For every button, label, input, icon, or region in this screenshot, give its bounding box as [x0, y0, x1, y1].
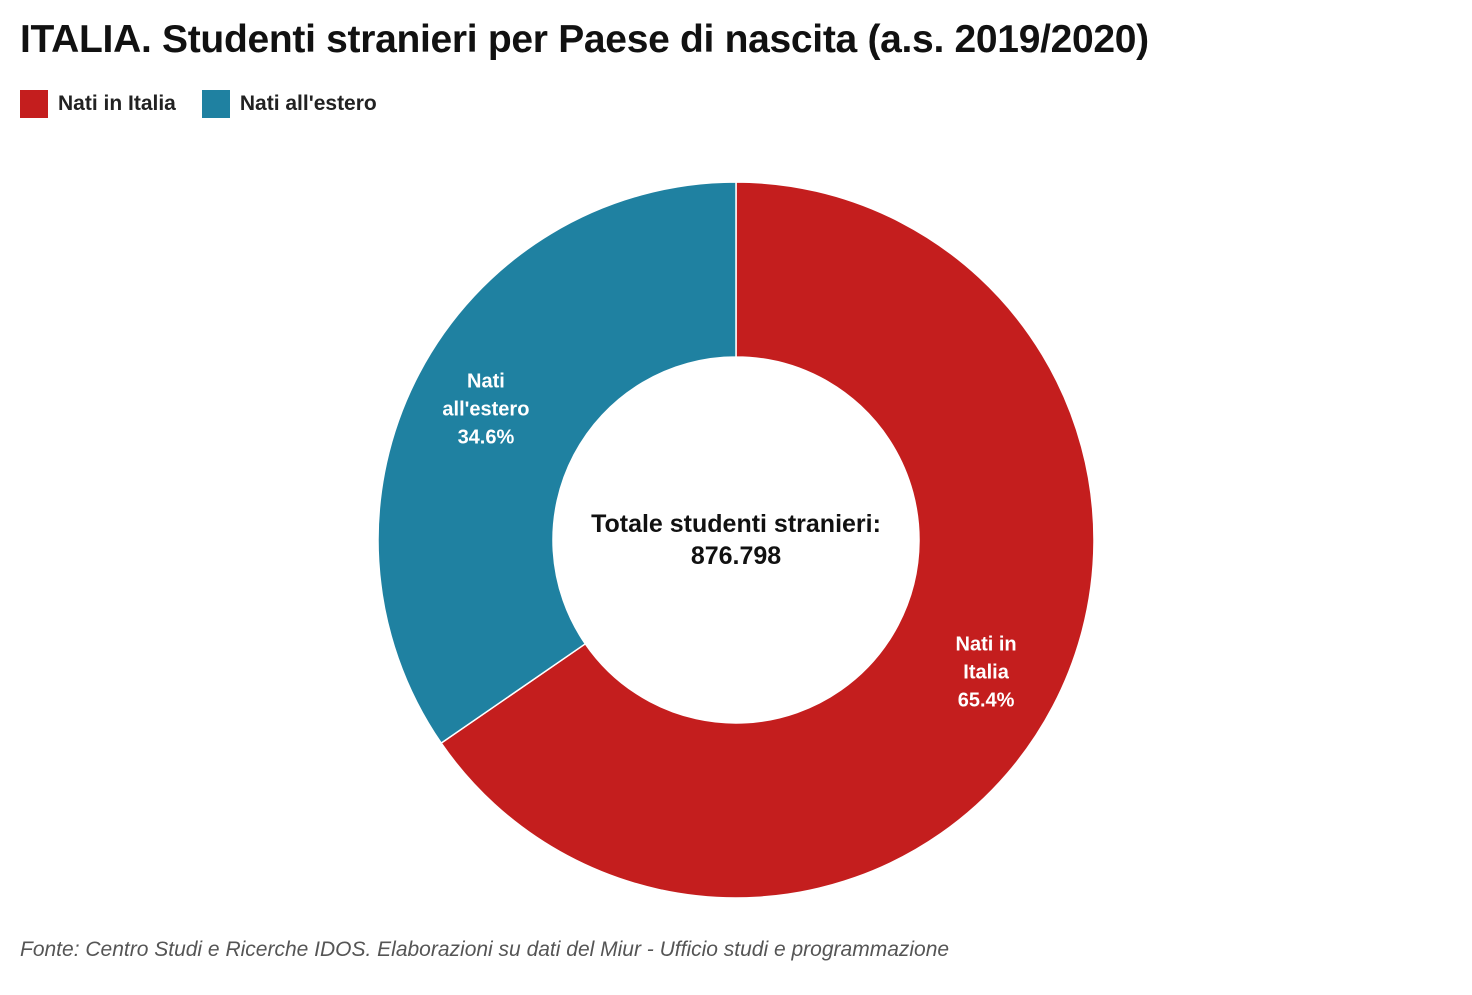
slice-nati-all-estero[interactable]: [377, 181, 737, 745]
slice-label-line: all'estero: [442, 399, 529, 421]
slice-nati-in-italia[interactable]: [440, 181, 1095, 899]
donut-slices: [377, 181, 1095, 899]
legend-swatch-nati-all-estero: [201, 90, 230, 118]
legend-item-nati-all-estero[interactable]: Nati all'estero: [201, 90, 377, 118]
source-note: Fonte: Centro Studi e Ricerche IDOS. Ela…: [20, 938, 950, 961]
chart-title: ITALIA. Studenti stranieri per Paese di …: [20, 18, 1149, 61]
slice-label-nati-all-estero: Nati all'estero 34.6%: [442, 371, 529, 449]
legend-swatch-nati-in-italia: [20, 90, 48, 118]
slice-labels: Nati in Italia 65.4% Nati all'estero 34.6%: [442, 371, 1016, 712]
slice-label-line: Italia: [963, 661, 1009, 683]
legend-item-nati-in-italia[interactable]: Nati in Italia: [20, 90, 176, 118]
center-label-line1: Totale studenti stranieri:: [591, 510, 881, 538]
slice-label-nati-in-italia: Nati in Italia 65.4%: [956, 633, 1017, 711]
slice-label-line: 34.6%: [458, 427, 515, 449]
center-label-total: 876.798: [691, 542, 781, 570]
legend-label-nati-in-italia: Nati in Italia: [58, 92, 176, 115]
slice-label-line: 65.4%: [958, 689, 1015, 711]
slice-label-line: Nati: [467, 371, 505, 393]
legend-label-nati-all-estero: Nati all'estero: [239, 92, 377, 115]
slice-label-line: Nati in: [956, 633, 1017, 655]
legend: Nati in Italia Nati all'estero: [20, 90, 403, 118]
